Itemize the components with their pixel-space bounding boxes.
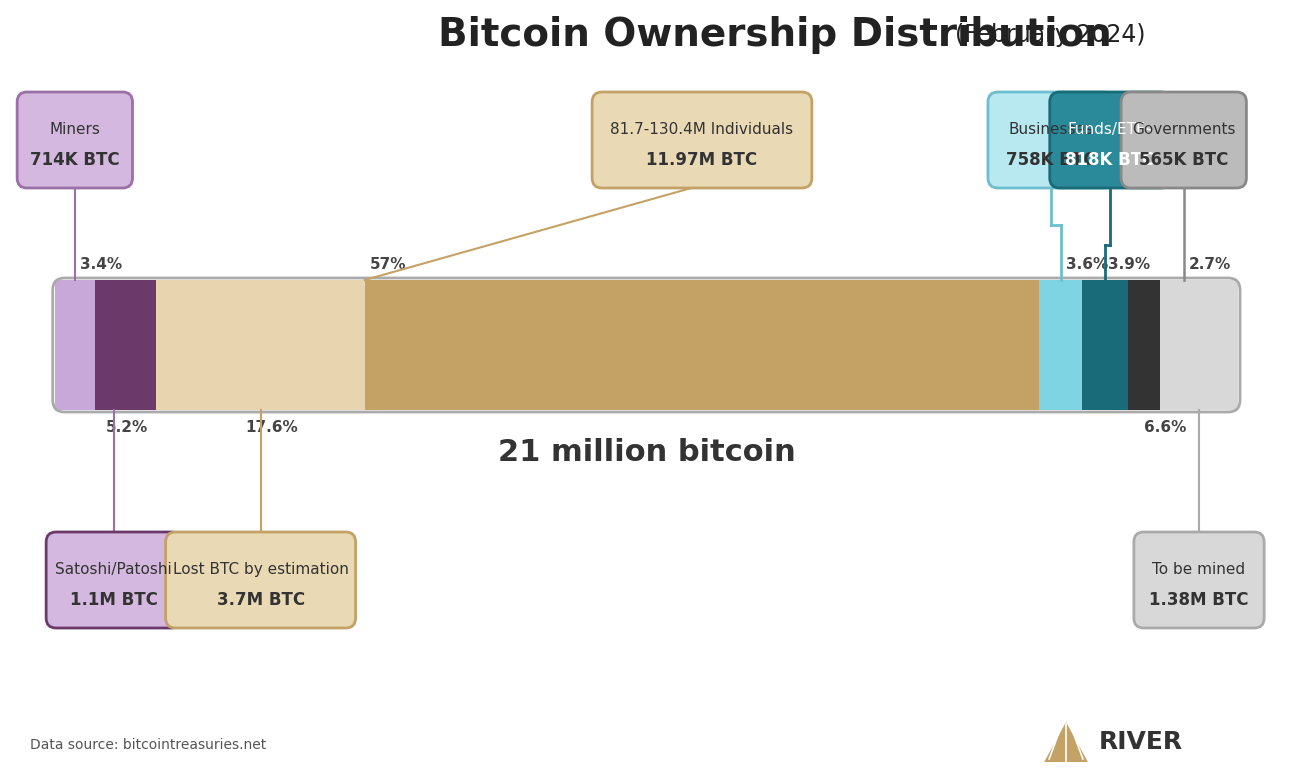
Text: (February 2024): (February 2024) — [954, 23, 1145, 47]
Text: Satoshi/Patoshi: Satoshi/Patoshi — [56, 562, 172, 576]
Text: 818K BTC: 818K BTC — [1065, 151, 1154, 168]
Text: Data source: bitcointreasuries.net: Data source: bitcointreasuries.net — [30, 738, 266, 752]
Polygon shape — [1044, 722, 1088, 762]
FancyBboxPatch shape — [988, 92, 1113, 188]
Text: 565K BTC: 565K BTC — [1139, 151, 1228, 168]
Text: 21 million bitcoin: 21 million bitcoin — [498, 438, 796, 467]
FancyBboxPatch shape — [17, 92, 133, 188]
Text: 57%: 57% — [369, 257, 406, 272]
Text: Governments: Governments — [1132, 122, 1235, 136]
Text: Miners: Miners — [49, 122, 100, 136]
Text: Businesses: Businesses — [1008, 122, 1093, 136]
Bar — [365, 280, 1039, 410]
Text: 1.1M BTC: 1.1M BTC — [70, 590, 157, 609]
FancyBboxPatch shape — [1049, 92, 1170, 188]
Text: 11.97M BTC: 11.97M BTC — [646, 151, 758, 168]
Text: Bitcoin Ownership Distribution: Bitcoin Ownership Distribution — [438, 16, 1112, 54]
Text: 758K BTC: 758K BTC — [1006, 151, 1096, 168]
Text: 81.7-130.4M Individuals: 81.7-130.4M Individuals — [611, 122, 793, 136]
Bar — [1128, 280, 1160, 410]
Text: 714K BTC: 714K BTC — [30, 151, 120, 168]
Text: 3.4%: 3.4% — [79, 257, 122, 272]
Text: 2.7%: 2.7% — [1188, 257, 1231, 272]
FancyBboxPatch shape — [46, 532, 182, 628]
FancyBboxPatch shape — [1134, 532, 1264, 628]
Bar — [95, 280, 156, 410]
Text: 17.6%: 17.6% — [246, 420, 299, 435]
Text: 3.6%: 3.6% — [1066, 257, 1108, 272]
Bar — [1039, 280, 1082, 410]
Text: 5.2%: 5.2% — [105, 420, 148, 435]
Text: To be mined: To be mined — [1152, 562, 1245, 576]
Text: 6.6%: 6.6% — [1144, 420, 1187, 435]
Bar — [55, 280, 95, 410]
FancyBboxPatch shape — [592, 92, 812, 188]
Text: 3.7M BTC: 3.7M BTC — [217, 590, 304, 609]
Text: RIVER: RIVER — [1098, 730, 1183, 754]
Bar — [156, 280, 365, 410]
Bar — [1082, 280, 1128, 410]
FancyBboxPatch shape — [165, 532, 356, 628]
FancyBboxPatch shape — [1121, 92, 1247, 188]
Text: Lost BTC by estimation: Lost BTC by estimation — [173, 562, 348, 576]
Text: 3.9%: 3.9% — [1108, 257, 1150, 272]
Bar — [1160, 280, 1238, 410]
Text: Funds/ETFs: Funds/ETFs — [1067, 122, 1153, 136]
Text: 1.38M BTC: 1.38M BTC — [1149, 590, 1249, 609]
